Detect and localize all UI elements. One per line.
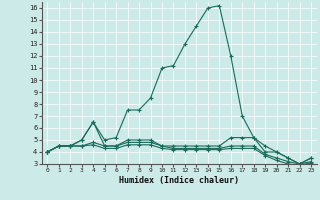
X-axis label: Humidex (Indice chaleur): Humidex (Indice chaleur): [119, 176, 239, 185]
